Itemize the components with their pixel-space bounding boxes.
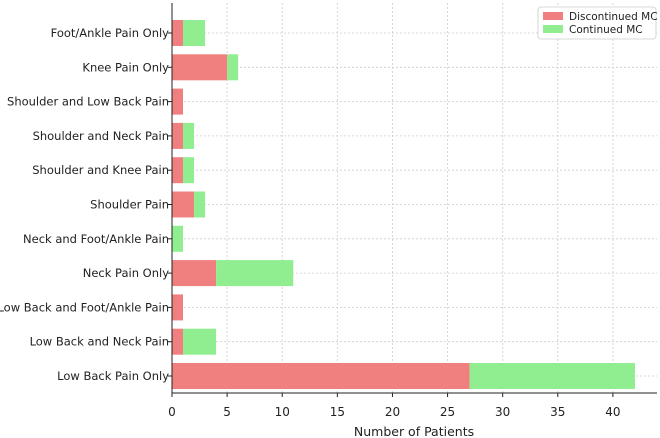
category-label: Foot/Ankle Pain Only	[51, 26, 170, 40]
legend-box	[537, 6, 657, 40]
category-label: Shoulder and Low Back Pain	[7, 95, 169, 109]
bars	[172, 20, 635, 389]
bar-discontinued	[172, 20, 184, 46]
x-tick-label: 20	[385, 405, 400, 419]
legend-label: Discontinued MC	[569, 11, 658, 23]
x-tick-label: 0	[168, 405, 176, 419]
category-label: Neck and Foot/Ankle Pain	[23, 232, 169, 246]
bar-continued	[227, 54, 239, 81]
bar-continued	[183, 157, 195, 184]
bar-discontinued	[172, 88, 184, 115]
x-ticks: 0 5 10 15 20 25 30 35 40	[168, 393, 621, 419]
legend-label: Continued MC	[569, 24, 643, 36]
category-label: Shoulder Pain	[90, 198, 169, 212]
bar-continued	[183, 328, 217, 355]
bar-discontinued	[172, 363, 470, 389]
bar-discontinued	[172, 157, 184, 184]
category-label: Knee Pain Only	[82, 60, 169, 74]
bar-discontinued	[172, 122, 184, 149]
category-label: Neck Pain Only	[83, 266, 169, 280]
category-label: Low Back Pain Only	[57, 369, 169, 383]
bar-discontinued	[172, 191, 195, 218]
bar-discontinued	[172, 294, 184, 321]
bar-continued	[469, 363, 635, 389]
bar-continued	[216, 260, 294, 287]
x-axis-title: Number of Patients	[354, 424, 474, 438]
legend-swatch	[543, 12, 563, 20]
category-label: Low Back and Foot/Ankle Pain	[0, 300, 169, 314]
grid-lines	[171, 3, 657, 393]
legend-swatch	[543, 25, 563, 33]
x-tick-label: 25	[440, 405, 455, 419]
bar-discontinued	[172, 260, 217, 287]
category-label: Shoulder and Neck Pain	[33, 129, 169, 143]
x-tick-label: 5	[223, 405, 231, 419]
bar-discontinued	[172, 328, 184, 355]
x-tick-label: 40	[605, 405, 620, 419]
x-tick-label: 15	[330, 405, 345, 419]
x-tick-label: 30	[495, 405, 510, 419]
bar-discontinued	[172, 54, 228, 81]
bar-continued	[172, 225, 184, 252]
bar-continued	[183, 20, 206, 46]
bar-continued	[194, 191, 206, 218]
bar-continued	[183, 122, 195, 149]
category-label: Low Back and Neck Pain	[30, 335, 169, 349]
x-tick-label: 35	[550, 405, 565, 419]
category-label: Shoulder and Knee Pain	[32, 163, 169, 177]
axes	[171, 3, 657, 394]
y-tick-labels: Low Back Pain Only Low Back and Neck Pain…	[0, 26, 172, 383]
x-tick-label: 10	[275, 405, 290, 419]
